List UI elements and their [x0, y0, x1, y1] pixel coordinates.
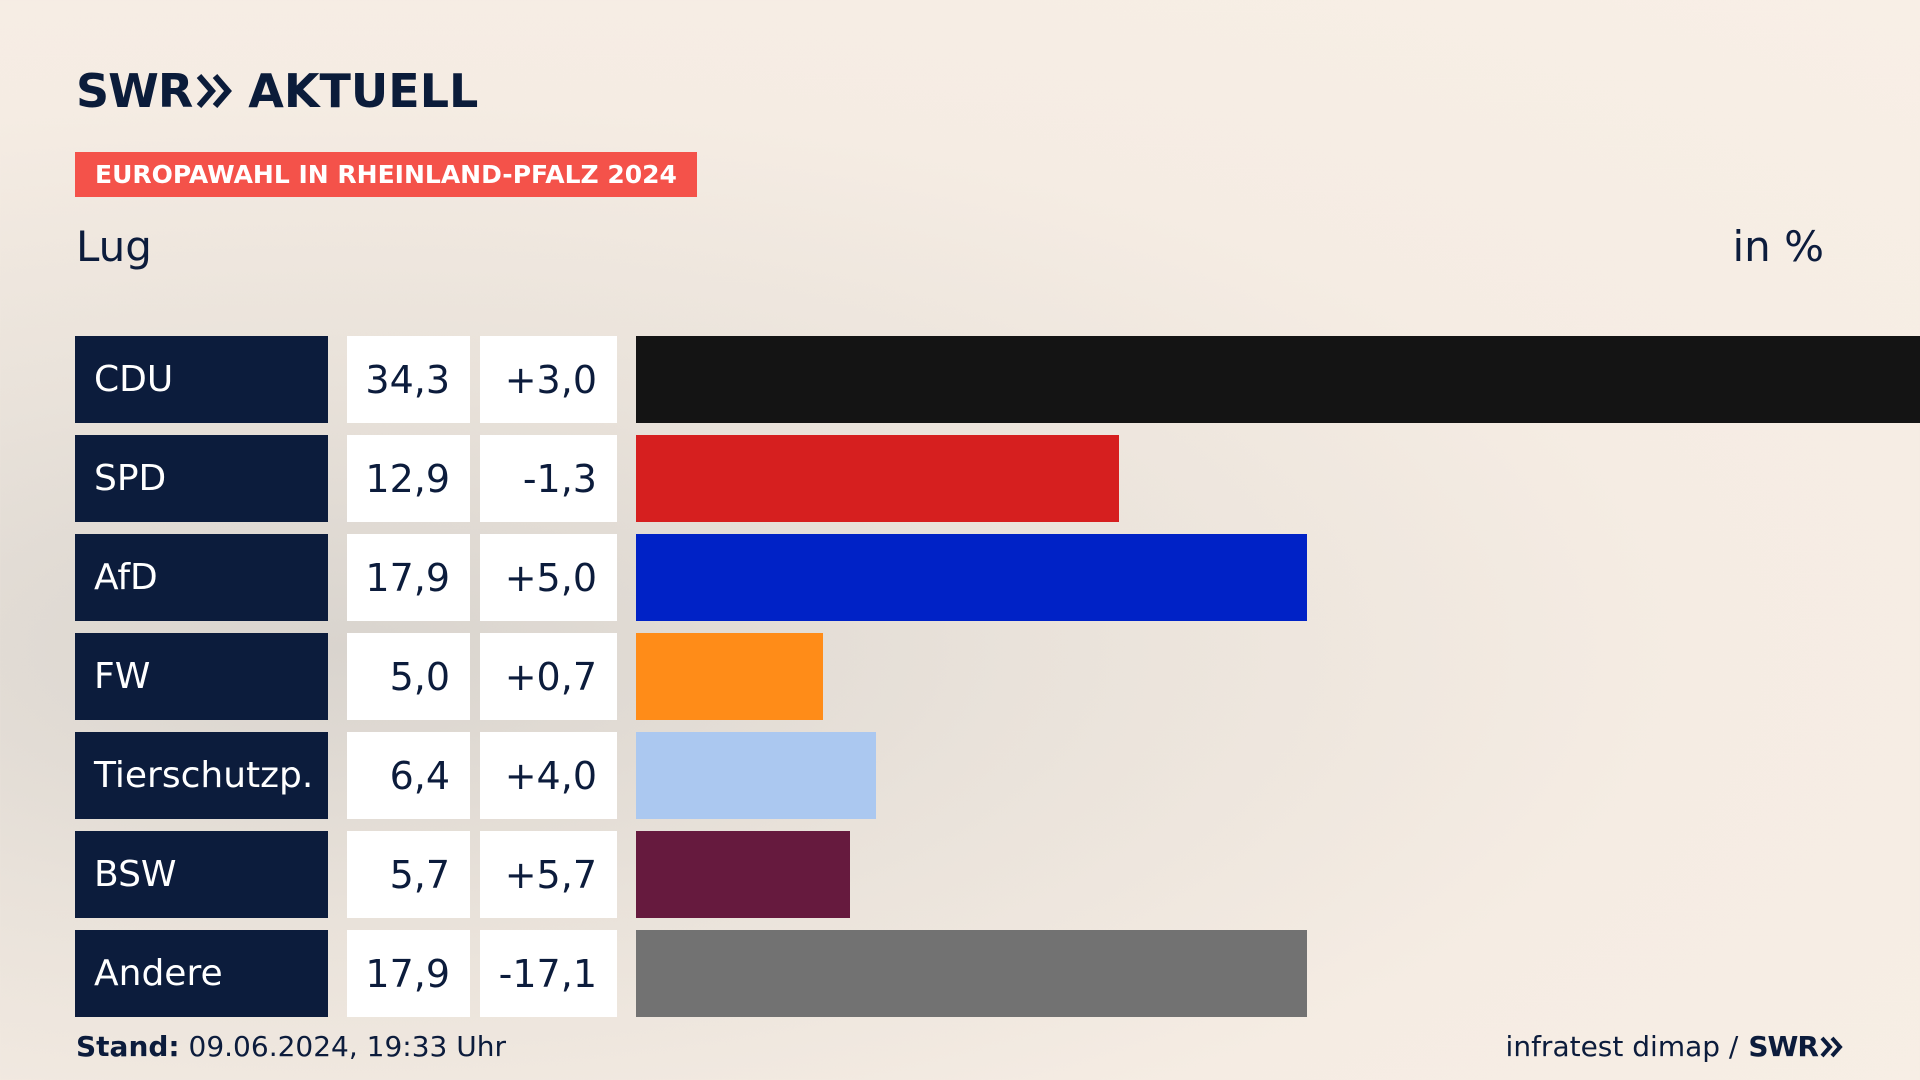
diff-label: +5,0: [480, 534, 617, 621]
source-credit: infratest dimap / SWR: [1506, 1030, 1844, 1063]
diff-label: -1,3: [480, 435, 617, 522]
logo-aktuell-text: AKTUELL: [248, 64, 479, 118]
bar: [636, 534, 1307, 621]
small-chevron-icon: [1820, 1036, 1843, 1057]
swr-small-logo: SWR: [1748, 1030, 1844, 1063]
party-label: BSW: [75, 831, 328, 918]
value-label: 17,9: [347, 930, 470, 1017]
diff-label: +4,0: [480, 732, 617, 819]
timestamp: Stand: 09.06.2024, 19:33 Uhr: [76, 1030, 506, 1063]
party-label: Andere: [75, 930, 328, 1017]
swr-aktuell-logo: SWR AKTUELL: [76, 64, 479, 118]
source-text: infratest dimap /: [1505, 1030, 1739, 1063]
logo-swr-text: SWR: [76, 64, 193, 118]
party-label: CDU: [75, 336, 328, 423]
source-logo-text: SWR: [1748, 1030, 1819, 1063]
region-label: Lug: [76, 222, 152, 271]
party-label: FW: [75, 633, 328, 720]
party-label: AfD: [75, 534, 328, 621]
party-label: SPD: [75, 435, 328, 522]
party-label: Tierschutzp.: [75, 732, 328, 819]
bar: [636, 831, 850, 918]
bar: [636, 930, 1307, 1017]
double-chevron-icon: [196, 73, 234, 109]
value-label: 12,9: [347, 435, 470, 522]
value-label: 17,9: [347, 534, 470, 621]
diff-label: -17,1: [480, 930, 617, 1017]
value-label: 5,0: [347, 633, 470, 720]
diff-label: +3,0: [480, 336, 617, 423]
bar: [636, 732, 876, 819]
unit-label: in %: [1732, 222, 1824, 271]
bar: [636, 633, 823, 720]
value-label: 6,4: [347, 732, 470, 819]
stand-value: 09.06.2024, 19:33 Uhr: [188, 1030, 506, 1063]
election-banner: EUROPAWAHL IN RHEINLAND-PFALZ 2024: [75, 152, 697, 197]
diff-label: +5,7: [480, 831, 617, 918]
bar: [636, 435, 1119, 522]
value-label: 5,7: [347, 831, 470, 918]
stand-label: Stand:: [76, 1030, 180, 1063]
diff-label: +0,7: [480, 633, 617, 720]
bar: [636, 336, 1920, 423]
value-label: 34,3: [347, 336, 470, 423]
